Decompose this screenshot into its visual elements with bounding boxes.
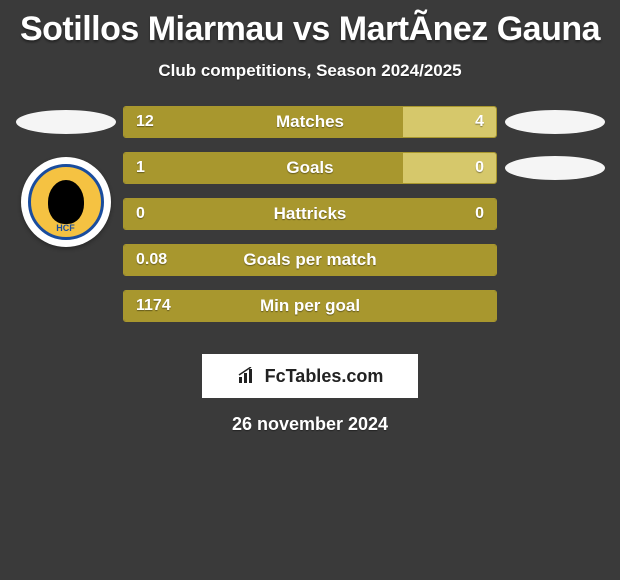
stat-row-matches: 12 4 Matches xyxy=(0,106,620,138)
crest-and-bars-row: HCF 1 0 Goals 0 0 Hatt xyxy=(0,152,620,336)
stat-left-value: 1 xyxy=(124,153,403,183)
brand-text: FcTables.com xyxy=(265,366,384,387)
crest-silhouette xyxy=(48,180,84,224)
left-team-marker xyxy=(8,110,123,134)
stat-bar: 1174 Min per goal xyxy=(123,290,497,322)
stat-row-goals: 1 0 Goals xyxy=(123,152,612,184)
stat-label: Min per goal xyxy=(260,296,360,316)
page-title: Sotillos Miarmau vs MartÃ­nez Gauna xyxy=(0,10,620,49)
stat-bar: 0 0 Hattricks xyxy=(123,198,497,230)
right-team-marker xyxy=(497,110,612,134)
main-container: Sotillos Miarmau vs MartÃ­nez Gauna Club… xyxy=(0,0,620,445)
date-label: 26 november 2024 xyxy=(0,414,620,435)
chart-icon xyxy=(237,367,259,385)
stat-label: Goals xyxy=(286,158,333,178)
stat-label: Matches xyxy=(276,112,344,132)
stat-bar: 1 0 Goals xyxy=(123,152,497,184)
stat-bar: 0.08 Goals per match xyxy=(123,244,497,276)
subtitle: Club competitions, Season 2024/2025 xyxy=(0,61,620,81)
ellipse-marker-icon xyxy=(16,110,116,134)
right-team-marker xyxy=(497,156,612,180)
stat-label: Goals per match xyxy=(243,250,376,270)
stat-row-mpg: 1174 Min per goal xyxy=(123,290,612,322)
stat-right-value: 0 xyxy=(403,153,496,183)
stat-row-gpm: 0.08 Goals per match xyxy=(123,244,612,276)
crest-text: HCF xyxy=(56,223,75,233)
brand-logo: FcTables.com xyxy=(202,354,418,398)
stat-row-hattricks: 0 0 Hattricks xyxy=(123,198,612,230)
ellipse-marker-icon xyxy=(505,156,605,180)
stat-right-value: 4 xyxy=(403,107,496,137)
team-crest-icon: HCF xyxy=(21,157,111,247)
ellipse-marker-icon xyxy=(505,110,605,134)
crest-inner: HCF xyxy=(28,164,104,240)
stat-left-value: 12 xyxy=(124,107,403,137)
left-crest-box: HCF xyxy=(8,152,123,247)
stat-bar: 12 4 Matches xyxy=(123,106,497,138)
stat-label: Hattricks xyxy=(274,204,347,224)
bars-column: 1 0 Goals 0 0 Hattricks xyxy=(123,152,612,336)
